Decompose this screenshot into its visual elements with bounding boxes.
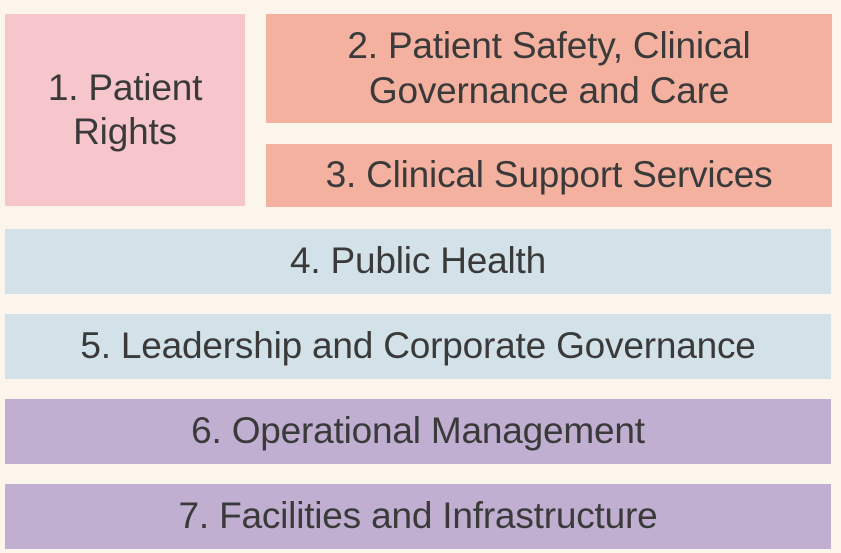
patient-rights-box: 1. Patient Rights [5, 14, 245, 206]
leadership-governance-label: 5. Leadership and Corporate Governance [80, 325, 756, 367]
clinical-support-services-box: 3. Clinical Support Services [266, 144, 832, 207]
operational-management-box: 6. Operational Management [5, 399, 831, 464]
public-health-label: 4. Public Health [290, 240, 546, 282]
operational-management-label: 6. Operational Management [191, 410, 645, 452]
patient-rights-label-line-2: Rights [73, 111, 177, 152]
patient-safety-box: 2. Patient Safety, Clinical Governance a… [266, 14, 832, 123]
patient-safety-label-line-1: 2. Patient Safety, Clinical [347, 25, 751, 67]
patient-safety-label: 2. Patient Safety, Clinical Governance a… [347, 24, 750, 113]
patient-rights-label-line-1: 1. Patient [47, 66, 203, 108]
patient-safety-label-line-2: Governance and Care [368, 69, 730, 111]
facilities-infrastructure-label: 7. Facilities and Infrastructure [178, 495, 658, 537]
patient-rights-label: 1. Patient Rights [47, 66, 203, 155]
leadership-governance-box: 5. Leadership and Corporate Governance [5, 314, 831, 379]
public-health-box: 4. Public Health [5, 229, 831, 294]
clinical-support-services-label: 3. Clinical Support Services [325, 154, 773, 196]
facilities-infrastructure-box: 7. Facilities and Infrastructure [5, 484, 831, 549]
